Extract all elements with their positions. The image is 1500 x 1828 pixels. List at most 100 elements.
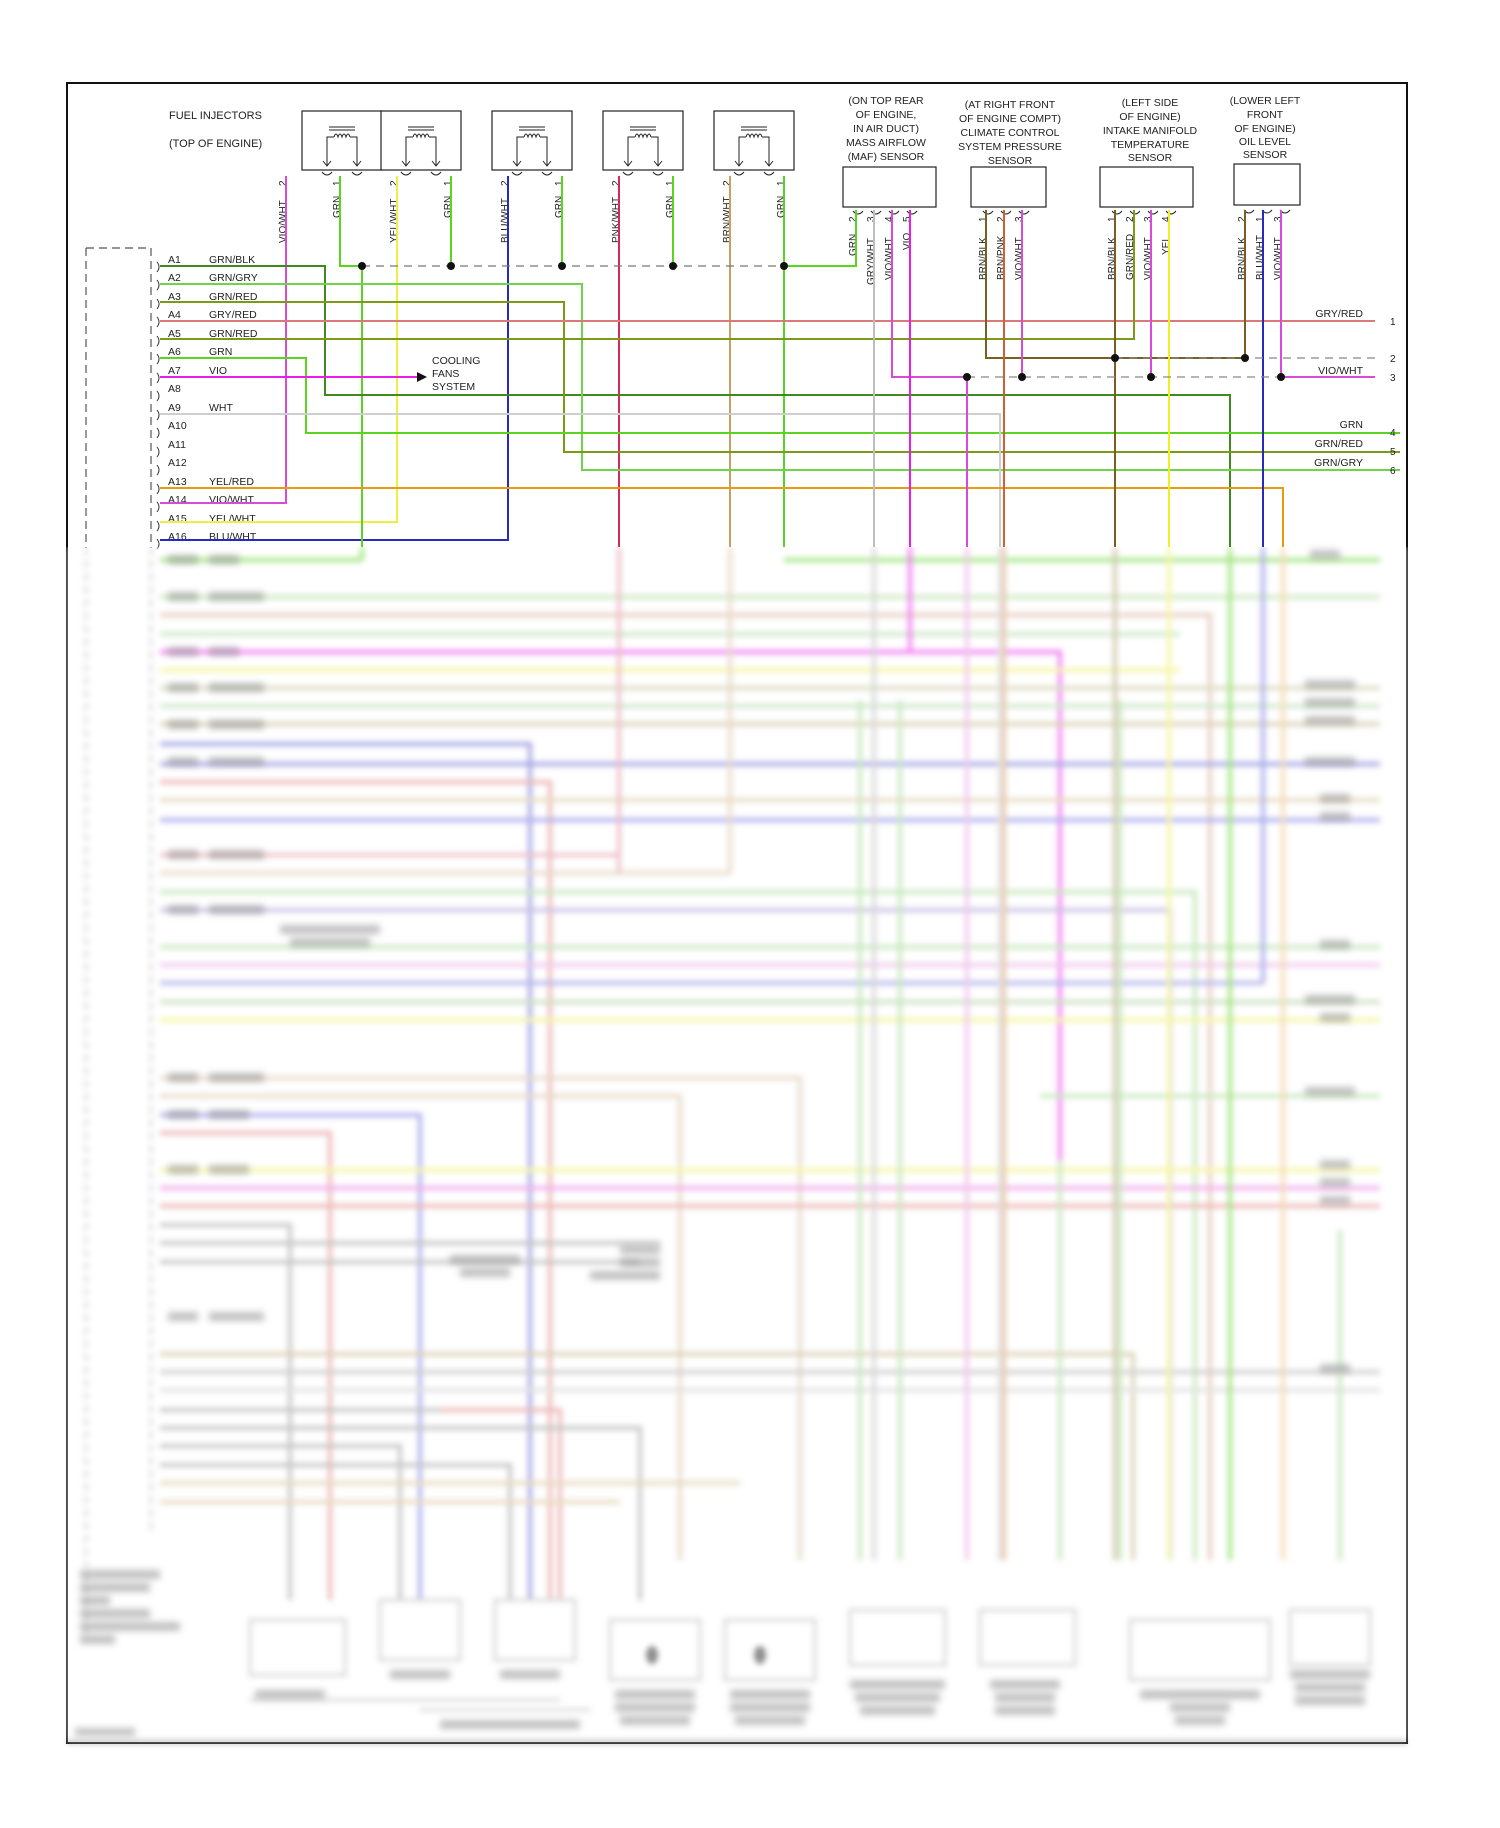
svg-text:1: 1 (978, 216, 989, 222)
sharp-section: FUEL INJECTORS (TOP OF ENGINE) (85, 95, 1400, 550)
injector-1 (301, 110, 383, 176)
svg-text:3: 3 (1273, 216, 1284, 222)
svg-text:FRONT: FRONT (1247, 109, 1284, 121)
svg-text:YEL/WHT: YEL/WHT (209, 513, 256, 525)
svg-text:1: 1 (1390, 317, 1396, 328)
svg-text:6: 6 (1390, 466, 1396, 477)
svg-text:GRY/RED: GRY/RED (1315, 308, 1363, 320)
svg-text:1: 1 (1255, 216, 1266, 222)
svg-text:(LEFT SIDE: (LEFT SIDE (1122, 97, 1178, 109)
svg-text:(MAF) SENSOR: (MAF) SENSOR (848, 151, 925, 163)
svg-text:(AT RIGHT FRONT: (AT RIGHT FRONT (965, 99, 1056, 111)
blurred-lower-section (67, 547, 1407, 1744)
svg-text:GRN/RED: GRN/RED (1315, 438, 1364, 450)
injector-pin-labels: 2 1 VIO/WHT GRN 2 1 YEL/WHT GRN 2 1 BLU/… (278, 180, 787, 243)
wires-top (160, 176, 1400, 547)
svg-text:YEL/RED: YEL/RED (209, 476, 254, 488)
svg-text:GRN: GRN (848, 234, 859, 256)
svg-text:A9: A9 (168, 402, 181, 414)
svg-text:3: 3 (866, 216, 877, 222)
svg-text:2: 2 (500, 180, 511, 186)
svg-text:BRN/PNK: BRN/PNK (996, 235, 1007, 280)
svg-text:2: 2 (611, 180, 622, 186)
svg-text:IN AIR DUCT): IN AIR DUCT) (853, 123, 919, 135)
svg-text:A4: A4 (168, 309, 181, 321)
svg-text:YEL: YEL (1161, 236, 1172, 255)
injector-2 (380, 110, 462, 176)
svg-text:FANS: FANS (432, 368, 459, 380)
svg-text:WHT: WHT (209, 402, 233, 414)
svg-text:A10: A10 (168, 420, 187, 432)
svg-text:4: 4 (1390, 428, 1396, 439)
svg-text:SENSOR: SENSOR (1128, 152, 1173, 164)
svg-text:INTAKE MANIFOLD: INTAKE MANIFOLD (1103, 125, 1198, 137)
svg-text:1: 1 (1107, 216, 1118, 222)
svg-text:2: 2 (1390, 354, 1396, 365)
svg-text:BRN/BLK: BRN/BLK (1107, 237, 1118, 280)
svg-text:GRN/RED: GRN/RED (1125, 234, 1136, 280)
svg-text:BLU/WHT: BLU/WHT (500, 198, 511, 243)
svg-text:GRN: GRN (665, 196, 676, 218)
svg-text:3: 3 (1390, 373, 1396, 384)
right-edge-references: GRY/RED 1 2 VIO/WHT 3 GRN 4 GRN/RED 5 GR… (1314, 308, 1396, 477)
svg-text:GRN: GRN (554, 196, 565, 218)
svg-text:OF ENGINE COMPT): OF ENGINE COMPT) (959, 113, 1061, 125)
svg-text:A15: A15 (168, 513, 187, 525)
svg-text:1: 1 (554, 180, 565, 186)
svg-text:A5: A5 (168, 328, 181, 340)
svg-text:YEL/WHT: YEL/WHT (389, 199, 400, 243)
svg-text:GRY/RED: GRY/RED (209, 309, 257, 321)
svg-text:2: 2 (722, 180, 733, 186)
svg-text:VIO/WHT: VIO/WHT (209, 494, 254, 506)
svg-text:(LOWER LEFT: (LOWER LEFT (1230, 95, 1301, 107)
fuel-injectors-location: (TOP OF ENGINE) (169, 138, 262, 150)
svg-text:1: 1 (443, 180, 454, 186)
svg-text:2: 2 (848, 216, 859, 222)
svg-text:PNK/WHT: PNK/WHT (611, 197, 622, 243)
svg-text:A14: A14 (168, 494, 187, 506)
svg-text:A12: A12 (168, 457, 187, 469)
svg-text:4: 4 (884, 216, 895, 222)
svg-text:BRN/BLK: BRN/BLK (1237, 237, 1248, 280)
svg-text:MASS AIRFLOW: MASS AIRFLOW (846, 137, 926, 149)
svg-text:(ON TOP REAR: (ON TOP REAR (848, 95, 924, 107)
svg-text:GRN/RED: GRN/RED (209, 291, 258, 303)
svg-text:A13: A13 (168, 476, 187, 488)
svg-text:VIO/WHT: VIO/WHT (884, 237, 895, 280)
ecm-dashed-outline (86, 247, 152, 548)
svg-text:GRN: GRN (209, 346, 232, 358)
svg-text:GRN: GRN (332, 196, 343, 218)
oil-level-sensor: (LOWER LEFT FRONT OF ENGINE) OIL LEVEL S… (1230, 95, 1301, 280)
svg-text:A6: A6 (168, 346, 181, 358)
svg-text:BRN/WHT: BRN/WHT (722, 196, 733, 243)
svg-text:VIO: VIO (209, 365, 227, 377)
svg-text:4: 4 (1161, 216, 1172, 222)
svg-text:BRN/BLK: BRN/BLK (978, 237, 989, 280)
svg-text:5: 5 (1390, 447, 1396, 458)
svg-text:GRN: GRN (443, 196, 454, 218)
svg-text:A7: A7 (168, 365, 181, 377)
svg-text:SENSOR: SENSOR (1243, 149, 1288, 161)
splice-dots (358, 262, 1285, 381)
svg-text:SYSTEM: SYSTEM (432, 381, 475, 393)
injector-4 (602, 110, 684, 176)
svg-text:3: 3 (1014, 216, 1025, 222)
svg-text:GRN/RED: GRN/RED (209, 328, 258, 340)
svg-text:1: 1 (776, 180, 787, 186)
svg-text:VIO/WHT: VIO/WHT (1143, 237, 1154, 280)
svg-text:A2: A2 (168, 272, 181, 284)
intake-manifold-temp-sensor: (LEFT SIDE OF ENGINE) INTAKE MANIFOLD TE… (1099, 97, 1198, 280)
svg-text:VIO: VIO (902, 233, 913, 250)
maf-sensor: (ON TOP REAR OF ENGINE, IN AIR DUCT) MAS… (842, 95, 937, 285)
svg-text:2: 2 (278, 180, 289, 186)
svg-text:A8: A8 (168, 383, 181, 395)
svg-text:A11: A11 (168, 439, 186, 451)
svg-text:OIL LEVEL: OIL LEVEL (1239, 136, 1291, 148)
svg-text:VIO/WHT: VIO/WHT (278, 200, 289, 243)
svg-text:1: 1 (665, 180, 676, 186)
svg-text:VIO/WHT: VIO/WHT (1318, 365, 1363, 377)
svg-text:2: 2 (1125, 216, 1136, 222)
injector-3 (491, 110, 573, 176)
svg-text:BLU/WHT: BLU/WHT (1255, 235, 1266, 280)
